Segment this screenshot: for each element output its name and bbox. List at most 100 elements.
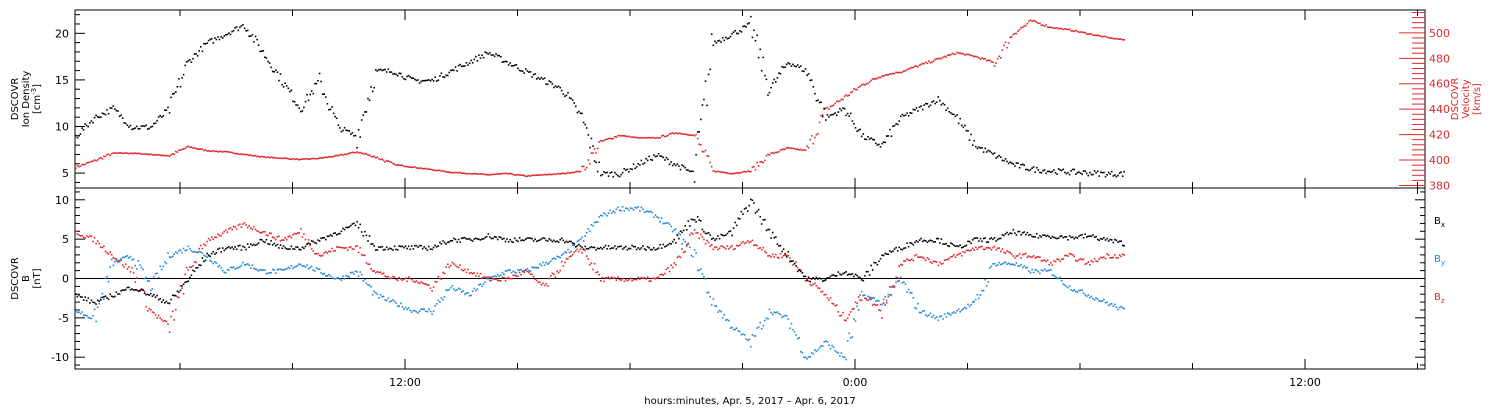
density-point: [334, 115, 336, 118]
velocity-point: [912, 66, 915, 69]
velocity-point: [490, 173, 493, 176]
by-point: [476, 288, 479, 290]
right-tick-label: 400: [1429, 154, 1450, 167]
velocity-point: [468, 172, 471, 175]
bz-point: [748, 241, 750, 244]
density-point: [803, 70, 805, 73]
bx-point: [243, 246, 246, 249]
density-point: [106, 109, 108, 111]
by-point: [250, 267, 252, 269]
bx-point: [543, 237, 546, 240]
by-point: [570, 250, 572, 253]
velocity-point: [515, 174, 518, 176]
velocity-point: [796, 148, 799, 150]
velocity-point: [348, 152, 350, 155]
bz-point: [701, 236, 704, 238]
bx-point: [290, 245, 293, 248]
density-point: [507, 64, 510, 66]
by-point: [664, 222, 666, 225]
velocity-point: [1053, 27, 1055, 29]
bz-point: [762, 246, 765, 249]
bx-point: [1045, 235, 1047, 237]
bz-point: [425, 283, 427, 285]
by-point: [820, 345, 822, 347]
density-point: [926, 103, 929, 105]
velocity-point: [160, 154, 163, 157]
density-point: [518, 69, 521, 72]
bx-point: [867, 270, 869, 273]
bx-point: [603, 246, 605, 249]
density-point: [1075, 173, 1077, 175]
velocity-point: [251, 155, 254, 157]
velocity-point: [860, 84, 863, 86]
bz-point: [132, 272, 135, 274]
bz-point: [1025, 252, 1027, 255]
density-point: [579, 112, 582, 114]
density-point: [326, 103, 329, 105]
velocity-point: [623, 135, 625, 137]
density-point: [256, 38, 258, 41]
by-point: [912, 297, 915, 299]
bz-point: [118, 259, 121, 262]
density-point: [90, 120, 93, 122]
bx-point: [612, 247, 615, 249]
bz-point: [640, 276, 643, 279]
velocity-point: [681, 133, 683, 135]
by-point: [1114, 303, 1116, 306]
bz-point: [404, 277, 407, 280]
bz-point: [329, 250, 332, 253]
velocity-point: [554, 173, 557, 176]
b-tick-label: 5: [62, 233, 69, 246]
velocity-point: [589, 163, 591, 165]
bx-point: [1000, 237, 1002, 240]
bx-point: [623, 246, 625, 249]
by-point: [932, 314, 935, 317]
velocity-point: [335, 154, 338, 157]
density-point: [504, 60, 507, 63]
density-point: [893, 124, 896, 127]
by-point: [415, 311, 418, 313]
density-point: [703, 98, 705, 101]
density-point: [735, 32, 738, 35]
bz-point: [1018, 252, 1021, 255]
by-point: [929, 312, 932, 315]
velocity-point: [767, 153, 769, 156]
velocity-point: [1031, 20, 1033, 22]
bx-point: [139, 290, 141, 292]
bx-point: [640, 247, 643, 249]
density-point: [265, 57, 268, 59]
velocity-point: [787, 147, 790, 149]
velocity-point: [851, 90, 854, 93]
bz-point: [189, 266, 191, 268]
by-point: [953, 311, 955, 313]
velocity-point: [882, 75, 885, 77]
density-point: [1039, 171, 1041, 174]
by-point: [601, 215, 604, 217]
by-point: [1067, 286, 1069, 289]
by-point: [1057, 277, 1060, 280]
velocity-point: [501, 172, 504, 175]
bz-point: [842, 311, 844, 314]
by-point: [220, 267, 222, 269]
velocity-point: [79, 165, 82, 167]
bz-point: [792, 264, 794, 266]
density-point: [262, 50, 265, 52]
bx-point: [850, 273, 852, 276]
by-point: [1076, 291, 1079, 293]
bz-point: [226, 231, 229, 233]
bz-point: [878, 309, 880, 311]
velocity-point: [871, 78, 874, 80]
bz-point: [120, 259, 122, 261]
bx-point: [481, 238, 483, 240]
density-point: [717, 40, 719, 42]
density-point: [354, 134, 357, 137]
velocity-point: [625, 135, 627, 137]
density-point: [501, 61, 504, 63]
velocity-point: [842, 98, 844, 101]
bx-point: [796, 270, 799, 273]
by-point: [404, 306, 407, 309]
by-point: [564, 251, 566, 253]
right-tick-label: 500: [1429, 27, 1450, 40]
bx-point: [1118, 240, 1121, 243]
velocity-point: [237, 153, 240, 155]
